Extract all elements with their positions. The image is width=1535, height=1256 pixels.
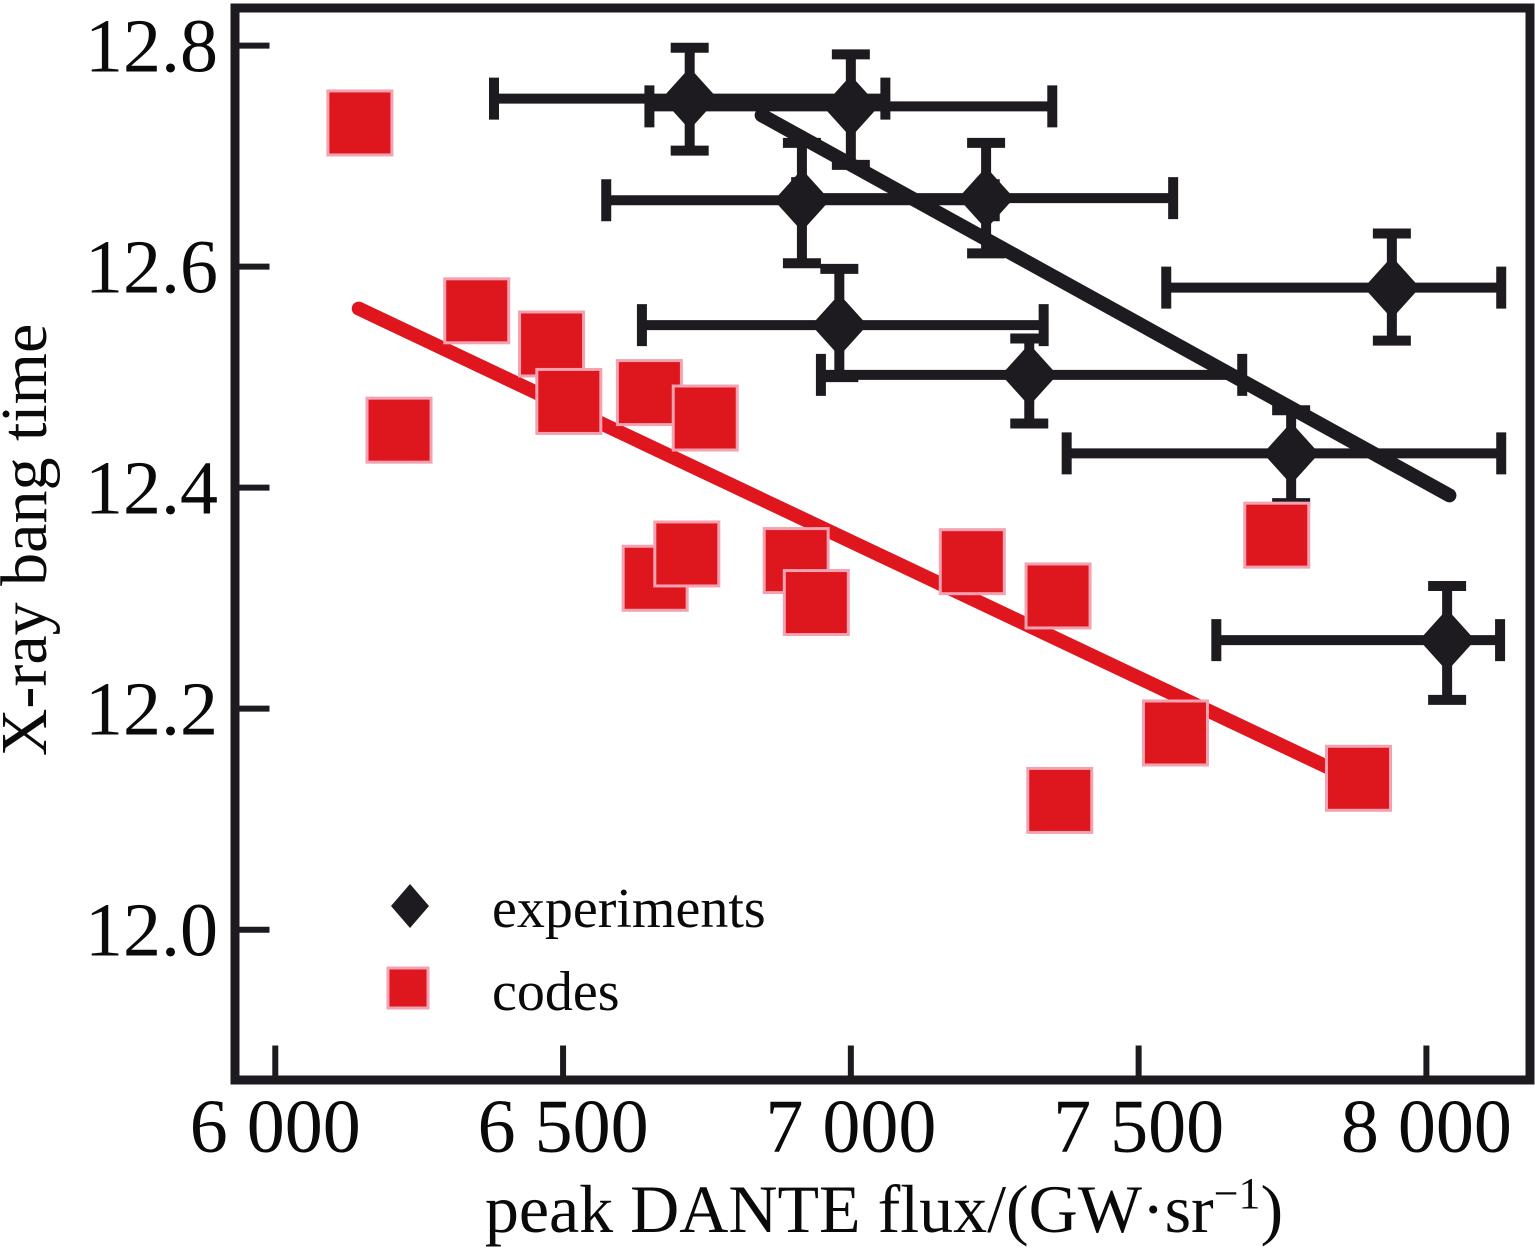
square-marker — [365, 396, 433, 464]
x-axis-label-close: ) — [1261, 1171, 1284, 1247]
plot-area: 6 000 6 500 7 000 7 500 8 00012.012.212.412.… — [85, 3, 1535, 1169]
diamond-marker — [1001, 343, 1058, 406]
y-tick-label: 12.0 — [85, 889, 218, 973]
axes-border — [230, 3, 1535, 1085]
y-tick-label: 12.8 — [85, 5, 218, 89]
x-tick-label: 7 000 — [765, 1085, 936, 1169]
diamond-marker — [811, 294, 868, 357]
legend-label-codes: codes — [492, 961, 620, 1023]
experiment-point — [636, 263, 1049, 383]
x-tick-label: 8 000 — [1341, 1085, 1512, 1169]
y-tick-label: 12.2 — [85, 668, 218, 752]
x-axis-label-superscript: −1 — [1214, 1169, 1261, 1218]
square-marker — [1026, 766, 1094, 834]
x-axis-label-main: peak DANTE flux/(GW·sr — [485, 1171, 1214, 1247]
legend-label-experiments: experiments — [492, 878, 766, 940]
legend: experiments codes — [386, 878, 766, 1023]
experiment-point — [1211, 580, 1506, 705]
y-tick-label: 12.6 — [85, 226, 218, 310]
square-marker — [326, 89, 394, 157]
x-tick-label: 7 500 — [1053, 1085, 1224, 1169]
experiment-point — [644, 49, 1058, 170]
experiments-trend-line — [754, 108, 1457, 503]
experiment-point — [815, 333, 1248, 429]
square-marker — [653, 520, 721, 588]
diamond-marker — [1363, 256, 1420, 319]
codes-series — [326, 89, 1392, 834]
square-marker — [1324, 744, 1392, 812]
square-marker — [1141, 699, 1209, 767]
x-tick-label: 6 000 — [190, 1085, 361, 1169]
diamond-marker — [1419, 609, 1476, 672]
diamond-marker — [958, 167, 1015, 230]
y-tick-label: 12.4 — [85, 447, 218, 531]
y-axis-ticks: 12.0 12.2 12.4 12.6 12.8 — [85, 5, 270, 973]
y-axis-label: X-ray bang time — [0, 324, 61, 757]
square-marker — [535, 367, 603, 435]
x-axis-ticks: 6 000 6 500 7 000 7 500 8 000 — [190, 1045, 1512, 1169]
legend-markers — [386, 884, 430, 1010]
diamond-marker — [1263, 422, 1320, 485]
square-marker — [671, 384, 739, 452]
legend-diamond-marker — [391, 884, 429, 928]
diamond-marker — [822, 75, 879, 138]
codes-trend-line — [351, 301, 1345, 779]
x-axis-label: peak DANTE flux/(GW·sr−1) — [485, 1169, 1283, 1247]
legend-square-marker — [386, 966, 430, 1010]
square-marker — [443, 277, 511, 345]
experiment-point — [489, 42, 891, 156]
square-marker — [938, 528, 1006, 596]
experiment-point — [1161, 228, 1507, 346]
diamond-marker — [661, 67, 718, 130]
x-tick-label: 6 500 — [478, 1085, 649, 1169]
square-marker — [782, 569, 850, 637]
square-marker — [518, 310, 586, 378]
square-marker — [1024, 562, 1092, 630]
square-marker — [1243, 501, 1311, 569]
